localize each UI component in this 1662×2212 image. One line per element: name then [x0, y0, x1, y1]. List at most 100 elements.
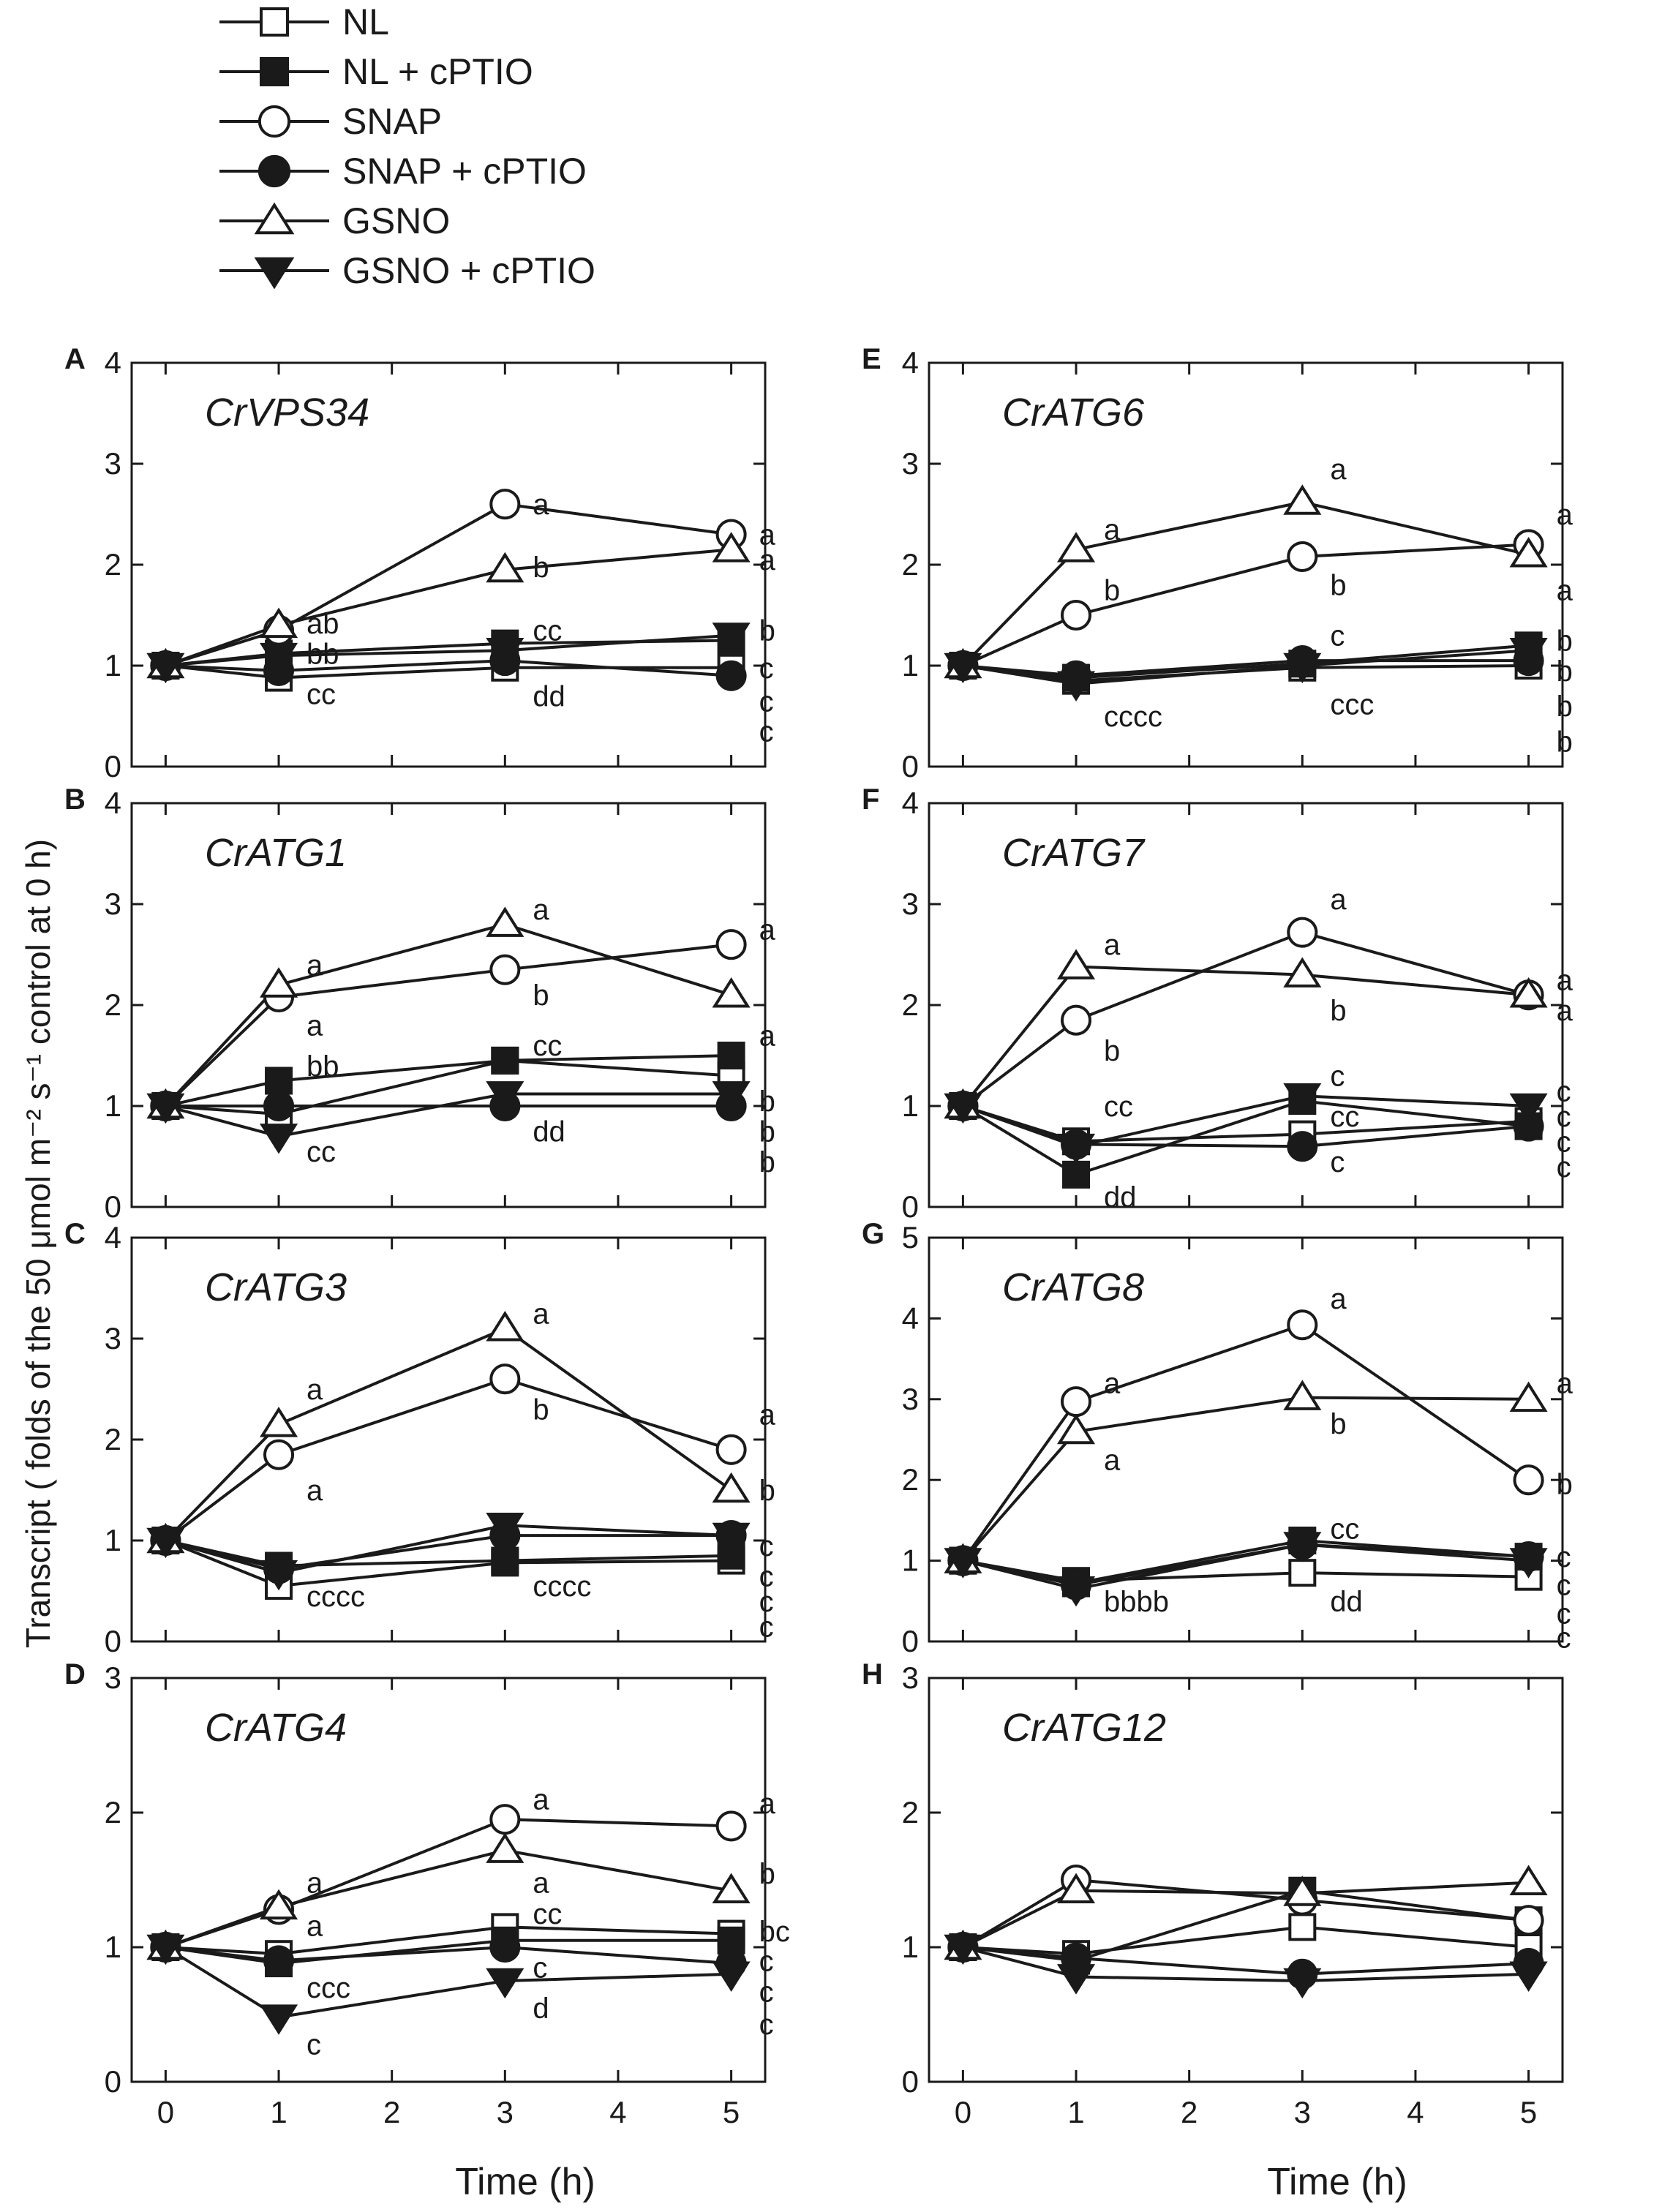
- plot-frame: [928, 1236, 1564, 1643]
- data-point: [715, 660, 747, 691]
- series-line: [962, 930, 1530, 1107]
- significance-label: a: [1557, 499, 1573, 531]
- series-snap-plus-cptio: [165, 1945, 732, 1965]
- data-point: [712, 1961, 751, 1992]
- data-point: [1060, 1386, 1092, 1418]
- significance-label: c: [533, 1952, 547, 1985]
- data-point: [491, 1546, 519, 1575]
- significance-label: ccc: [1330, 688, 1374, 721]
- series-markers-snap: [947, 917, 1544, 1122]
- data-point: [715, 1810, 747, 1842]
- y-tick-label: 3: [902, 887, 919, 921]
- data-point: [486, 552, 524, 583]
- legend-item-nl: NL: [219, 1, 389, 42]
- significance-label: b: [533, 979, 549, 1012]
- data-point: [712, 622, 751, 653]
- y-tick-label: 4: [902, 1301, 919, 1335]
- series-markers-gsno-plus-cptio: [944, 1532, 1548, 1607]
- legend-marker-nl: [260, 7, 289, 37]
- series-nl-plus-cptio: [963, 1538, 1529, 1585]
- significance-label: b: [759, 1475, 775, 1507]
- significance-label: cc: [307, 679, 336, 711]
- data-point: [1509, 977, 1548, 1008]
- legend-item-gsno: GSNO: [219, 200, 450, 241]
- data-point: [259, 607, 298, 639]
- data-point: [146, 1093, 185, 1124]
- data-point: [1287, 541, 1318, 573]
- legend-label-nl: NL: [342, 1, 389, 42]
- data-point: [1056, 1964, 1096, 1995]
- y-tick-label: 0: [902, 749, 919, 783]
- legend-marker-gsno-plus-cptio: [254, 257, 295, 290]
- significance-label: a: [1557, 575, 1573, 607]
- significance-label: a: [533, 1298, 549, 1331]
- data-point: [1513, 1905, 1544, 1936]
- data-point: [944, 652, 982, 684]
- significance-label: a: [1104, 929, 1121, 961]
- series-gsno-plus-cptio: [165, 1946, 732, 2019]
- panel-letter: G: [862, 1218, 884, 1250]
- data-point: [259, 967, 298, 998]
- data-point: [1513, 1464, 1544, 1496]
- data-point: [146, 1934, 185, 1965]
- significance-label: cc: [533, 1030, 562, 1062]
- y-tick-label: 4: [902, 786, 919, 820]
- panel-letter: E: [862, 343, 881, 375]
- gene-label-bg: [988, 376, 1200, 448]
- y-tick-label: 4: [105, 786, 121, 820]
- data-point: [944, 1093, 982, 1124]
- series-line: [165, 664, 732, 680]
- significance-label: c: [1557, 1622, 1571, 1654]
- significance-label: dd: [533, 680, 565, 712]
- data-point: [1283, 1380, 1322, 1410]
- series-markers-gsno: [944, 1380, 1548, 1573]
- data-point: [1283, 1876, 1322, 1906]
- significance-label: a: [759, 544, 776, 576]
- data-point: [1509, 1548, 1548, 1579]
- series-gsno-plus-cptio: [165, 1524, 732, 1575]
- data-point: [1056, 949, 1096, 979]
- significance-label: c: [1330, 1061, 1345, 1093]
- gene-label-bg: [988, 1691, 1200, 1763]
- data-point: [1056, 1873, 1096, 1904]
- data-point: [1288, 1559, 1317, 1587]
- data-point: [486, 906, 524, 937]
- series-line: [165, 633, 732, 667]
- significance-label: cc: [533, 615, 562, 647]
- series-gsno-plus-cptio: [962, 1543, 1529, 1591]
- legend-label-gsno-plus-cptio: GSNO + cPTIO: [342, 250, 595, 291]
- series-nl: [963, 1925, 1529, 1956]
- x-tick-label: 0: [955, 2095, 971, 2129]
- x-tick-label: 1: [1067, 2095, 1084, 2129]
- significance-label: bb: [307, 1050, 339, 1083]
- significance-label: a: [1557, 995, 1573, 1027]
- data-point: [1509, 537, 1548, 568]
- data-point: [1509, 1961, 1548, 1992]
- gene-label-bg: [190, 816, 402, 888]
- series-gsno: [164, 1326, 732, 1542]
- legend-label-snap-plus-cptio: SNAP + cPTIO: [342, 151, 587, 192]
- significance-label: c: [1557, 1126, 1571, 1158]
- x-axis-title-right: Time (h): [1267, 2161, 1407, 2203]
- series-gsno-plus-cptio: [165, 1092, 732, 1138]
- series-markers-gsno-plus-cptio: [146, 622, 751, 684]
- significance-label: b: [759, 1086, 775, 1118]
- gene-label-bg: [988, 1251, 1200, 1323]
- series-line: [165, 659, 732, 677]
- x-tick-label: 3: [1294, 2095, 1311, 2129]
- y-tick-label: 0: [902, 1624, 919, 1658]
- legend-item-nl-plus-cptio: NL + cPTIO: [219, 51, 533, 92]
- series-line: [962, 1094, 1529, 1148]
- gene-name: CrATG6: [1002, 391, 1145, 434]
- significance-label: a: [307, 949, 323, 982]
- significance-label: b: [1557, 726, 1573, 759]
- data-point: [486, 1081, 524, 1112]
- data-point: [1062, 1160, 1091, 1189]
- data-point: [1287, 917, 1318, 948]
- series-line: [165, 943, 732, 1107]
- series-markers-gsno: [944, 949, 1548, 1119]
- series-line: [165, 1058, 732, 1116]
- x-tick-label: 2: [1181, 2095, 1197, 2129]
- series-line: [165, 1945, 732, 1965]
- series-nl: [165, 664, 732, 680]
